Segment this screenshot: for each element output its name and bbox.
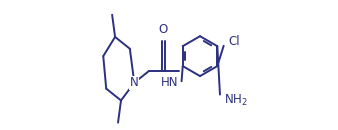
Text: Cl: Cl	[228, 35, 240, 48]
Text: NH$_2$: NH$_2$	[224, 93, 248, 108]
Text: HN: HN	[161, 76, 178, 89]
Text: O: O	[159, 23, 168, 36]
Text: N: N	[130, 76, 139, 89]
